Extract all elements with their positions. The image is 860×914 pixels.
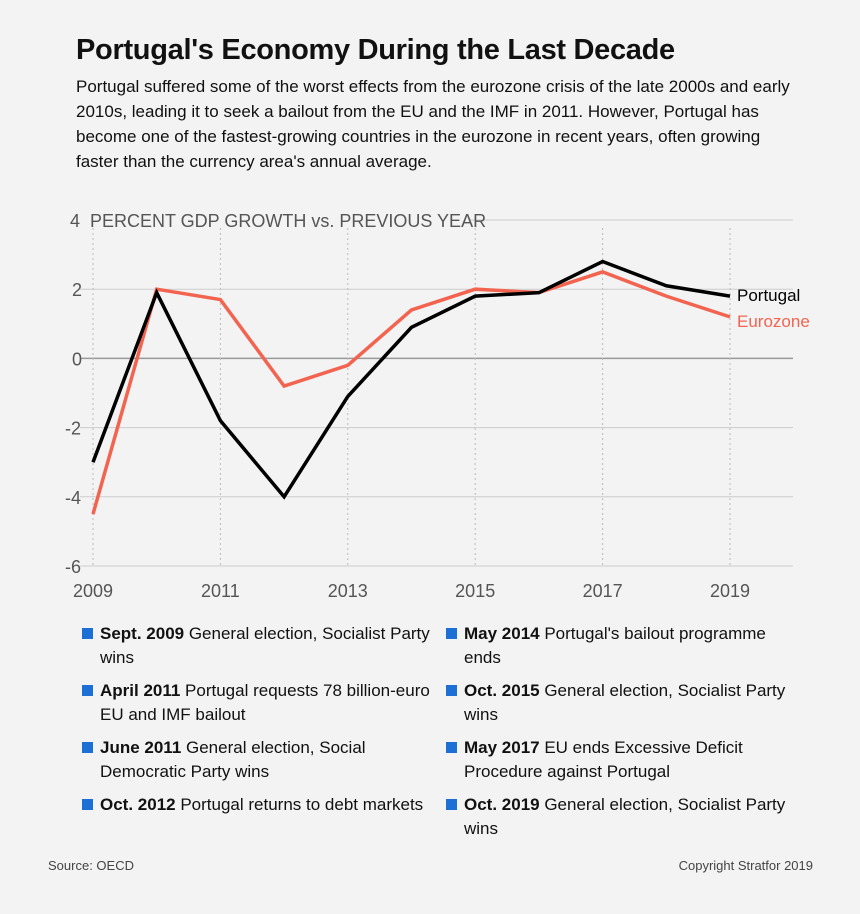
event-item: Sept. 2009 General election, Socialist P… [82,622,440,670]
y-tick-label: -2 [65,419,81,439]
event-date: May 2014 [464,624,540,643]
x-tick-label: 2019 [710,581,750,601]
event-text: General election, Socialist Party wins [464,795,786,838]
series-line-eurozone [91,270,731,515]
copyright-note: Copyright Stratfor 2019 [678,858,813,873]
bullet-icon [82,628,93,639]
event-date: June 2011 [100,738,182,757]
subtitle: Portugal suffered some of the worst effe… [76,77,790,171]
x-tick-label: 2009 [73,581,113,601]
bullet-icon [446,628,457,639]
bullet-icon [446,742,457,753]
event-item: Oct. 2019 General election, Socialist Pa… [446,793,804,841]
event-text: Portugal's bailout programme ends [464,624,766,667]
event-item: May 2017 EU ends Excessive Deficit Proce… [446,736,804,784]
x-tick-label: 2011 [201,581,240,601]
event-text: General election, Socialist Party wins [464,681,786,724]
y-tick-label: -6 [65,557,81,577]
event-text: Portugal returns to debt markets [175,795,424,814]
event-text: General election, Socialist Party wins [100,624,430,667]
bullet-icon [82,742,93,753]
event-item: May 2014 Portugal's bailout programme en… [446,622,804,670]
series-label-portugal: Portugal [737,286,800,305]
y-tick-label: 2 [72,280,82,300]
x-tick-label: 2013 [328,581,368,601]
source-note: Source: OECD [48,858,134,873]
bullet-icon [446,799,457,810]
series-line-portugal [91,259,731,500]
x-tick-label: 2015 [455,581,495,601]
y-tick-label: 0 [72,349,82,369]
event-date: Sept. 2009 [100,624,185,643]
event-item: June 2011 General election, Social Democ… [82,736,440,784]
y-tick-label: 4 [70,211,80,231]
bullet-icon [82,799,93,810]
y-tick-label: -4 [65,488,81,508]
event-item: April 2011 Portugal requests 78 billion-… [82,679,440,727]
event-date: May 2017 [464,738,540,757]
bullet-icon [82,685,93,696]
event-date: Oct. 2019 [464,795,540,814]
event-text: Portugal requests 78 billion-euro EU and… [100,681,430,724]
y-axis-label: PERCENT GDP GROWTH vs. PREVIOUS YEAR [90,211,486,231]
event-item: Oct. 2015 General election, Socialist Pa… [446,679,804,727]
bullet-icon [446,685,457,696]
event-text: EU ends Excessive Deficit Procedure agai… [464,738,743,781]
event-text: General election, Social Democratic Part… [100,738,366,781]
event-date: April 2011 [100,681,181,700]
line-chart: 4 2 0 -2 -4 -6 PERCENT GDP GROWTH vs. PREVIOUS… [65,211,810,601]
x-tick-label: 2017 [583,581,623,601]
event-item: Oct. 2012 Portugal returns to debt marke… [82,793,440,817]
event-date: Oct. 2012 [100,795,176,814]
series-label-eurozone: Eurozone [737,312,810,331]
event-date: Oct. 2015 [464,681,540,700]
page-title: Portugal's Economy During the Last Decad… [76,34,675,66]
